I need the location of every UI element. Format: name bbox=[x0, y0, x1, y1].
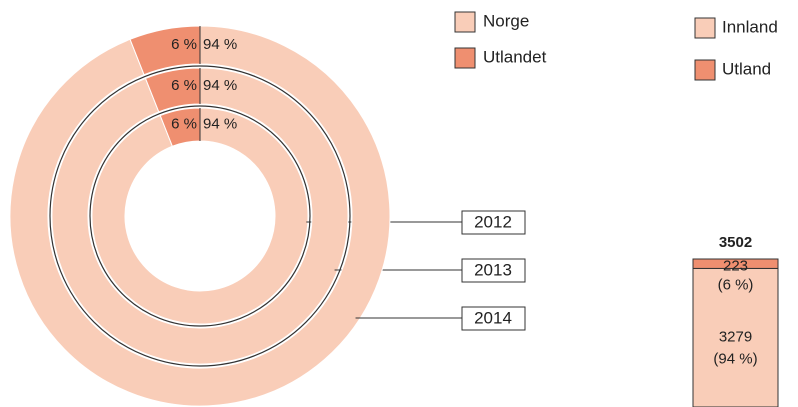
ring-slice bbox=[9, 25, 391, 407]
ring-outline bbox=[89, 105, 311, 327]
ring-outline bbox=[49, 65, 351, 367]
ring-slice bbox=[51, 67, 349, 365]
legend-swatch bbox=[454, 11, 476, 33]
year-label: 2012 bbox=[474, 212, 512, 231]
year-box bbox=[461, 306, 526, 331]
slice-label: 6 % bbox=[171, 115, 197, 132]
ring-slice bbox=[91, 107, 309, 325]
segment-value: 3279 bbox=[719, 329, 752, 346]
year-box bbox=[461, 210, 526, 235]
legend-swatch bbox=[694, 17, 716, 39]
legend-label: Utland bbox=[722, 59, 771, 78]
slice-label: 94 % bbox=[203, 115, 237, 132]
year-box bbox=[461, 258, 526, 283]
legend-label: Utlandet bbox=[483, 47, 547, 66]
legend-swatch bbox=[694, 59, 716, 81]
year-label: 2014 bbox=[474, 308, 512, 327]
slice-label: 94 % bbox=[203, 36, 237, 53]
slice-label: 6 % bbox=[171, 36, 197, 53]
legend-label: Norge bbox=[483, 11, 529, 30]
bar-segment bbox=[692, 258, 779, 269]
segment-value: 223 bbox=[723, 258, 748, 275]
total-label: 3502 bbox=[719, 234, 752, 251]
bar-segment bbox=[692, 267, 779, 407]
slice-label: 6 % bbox=[171, 77, 197, 94]
slice-label: 94 % bbox=[203, 77, 237, 94]
legend-swatch bbox=[454, 47, 476, 69]
segment-share: (94 %) bbox=[713, 351, 757, 368]
legend-label: Innland bbox=[722, 17, 778, 36]
year-label: 2013 bbox=[474, 260, 512, 279]
segment-share: (6 %) bbox=[718, 277, 754, 294]
